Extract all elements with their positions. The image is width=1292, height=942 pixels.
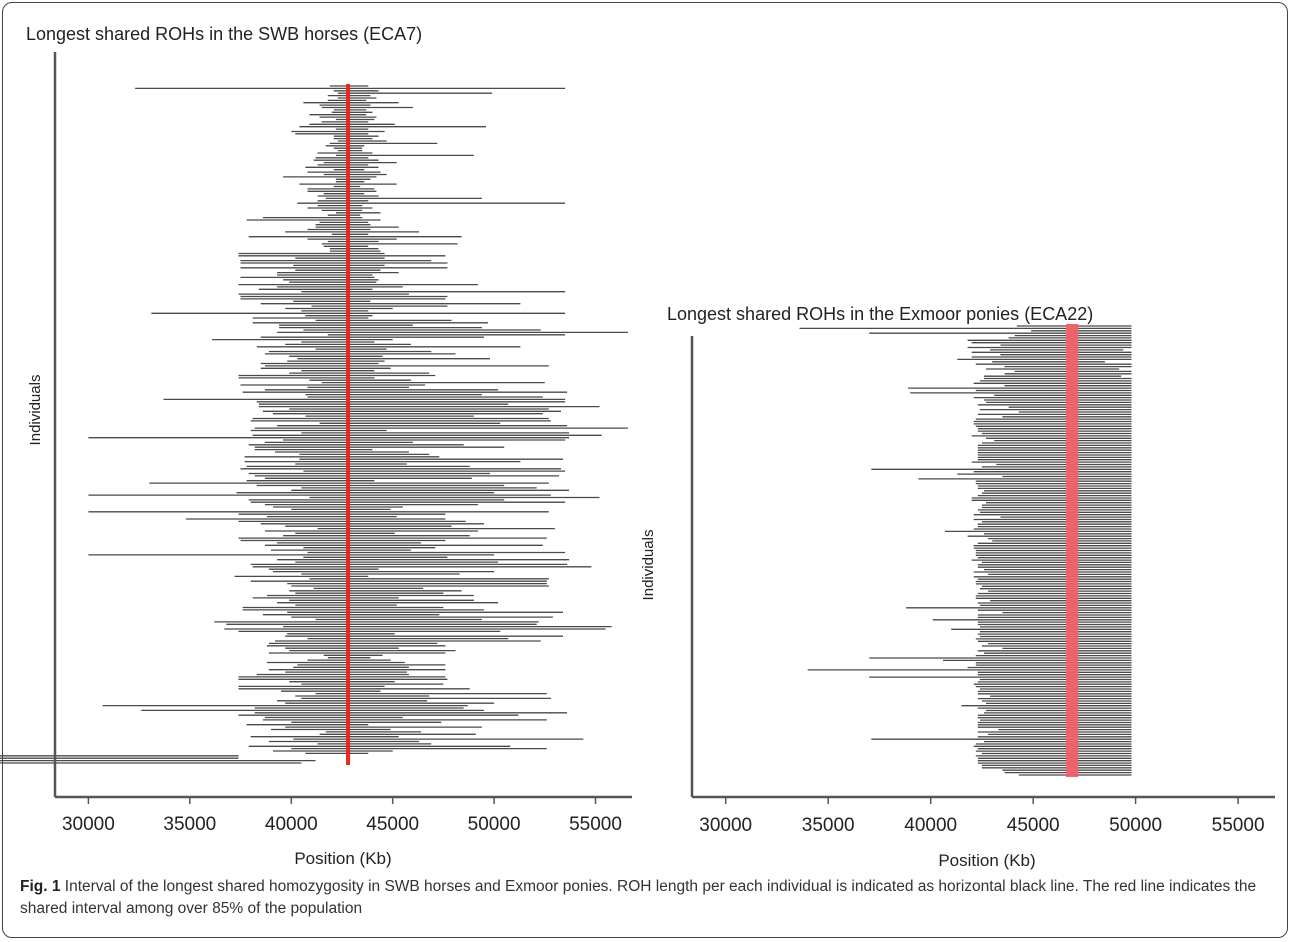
x-tick-label: 30000 [699,815,752,836]
caption-text: Interval of the longest shared homozygos… [20,878,1257,917]
figure-caption: Fig. 1 Interval of the longest shared ho… [20,876,1270,920]
swb-shared-interval [346,84,351,765]
exmoor-axes [690,336,1275,799]
swb-xlabel: Position (Kb) [294,849,391,868]
shared-interval-line [346,84,351,765]
figure: Longest shared ROHs in the SWB horses (E… [0,24,1275,870]
exmoor-panel: Longest shared ROHs in the Exmoor ponies… [640,304,1275,870]
x-tick-label: 45000 [1007,815,1060,836]
shared-interval-line [1066,324,1079,777]
x-tick-label: 55000 [569,814,622,835]
swb-ylabel: Individuals [27,375,44,446]
swb-ticks: 30000 35000 40000 45000 50000 55000 [62,797,622,835]
exmoor-shared-interval [1066,324,1079,777]
x-tick-label: 30000 [62,814,115,835]
x-tick-label: 50000 [468,814,521,835]
swb-panel: Longest shared ROHs in the SWB horses (E… [0,24,632,868]
x-tick-label: 40000 [904,815,957,836]
exmoor-ticks: 30000 35000 40000 45000 50000 55000 [699,797,1265,836]
exmoor-title: Longest shared ROHs in the Exmoor ponies… [667,304,1093,324]
x-tick-label: 35000 [163,814,216,835]
x-tick-label: 40000 [265,814,318,835]
x-tick-label: 45000 [366,814,419,835]
x-tick-label: 35000 [802,815,855,836]
exmoor-ylabel: Individuals [640,530,657,601]
exmoor-xlabel: Position (Kb) [938,851,1035,870]
exmoor-roh-bars [799,325,1132,776]
swb-title: Longest shared ROHs in the SWB horses (E… [26,24,422,44]
x-tick-label: 55000 [1212,815,1265,836]
swb-roh-bars [0,85,628,764]
caption-label: Fig. 1 [20,878,61,895]
swb-axes [53,52,632,799]
x-tick-label: 50000 [1109,815,1162,836]
